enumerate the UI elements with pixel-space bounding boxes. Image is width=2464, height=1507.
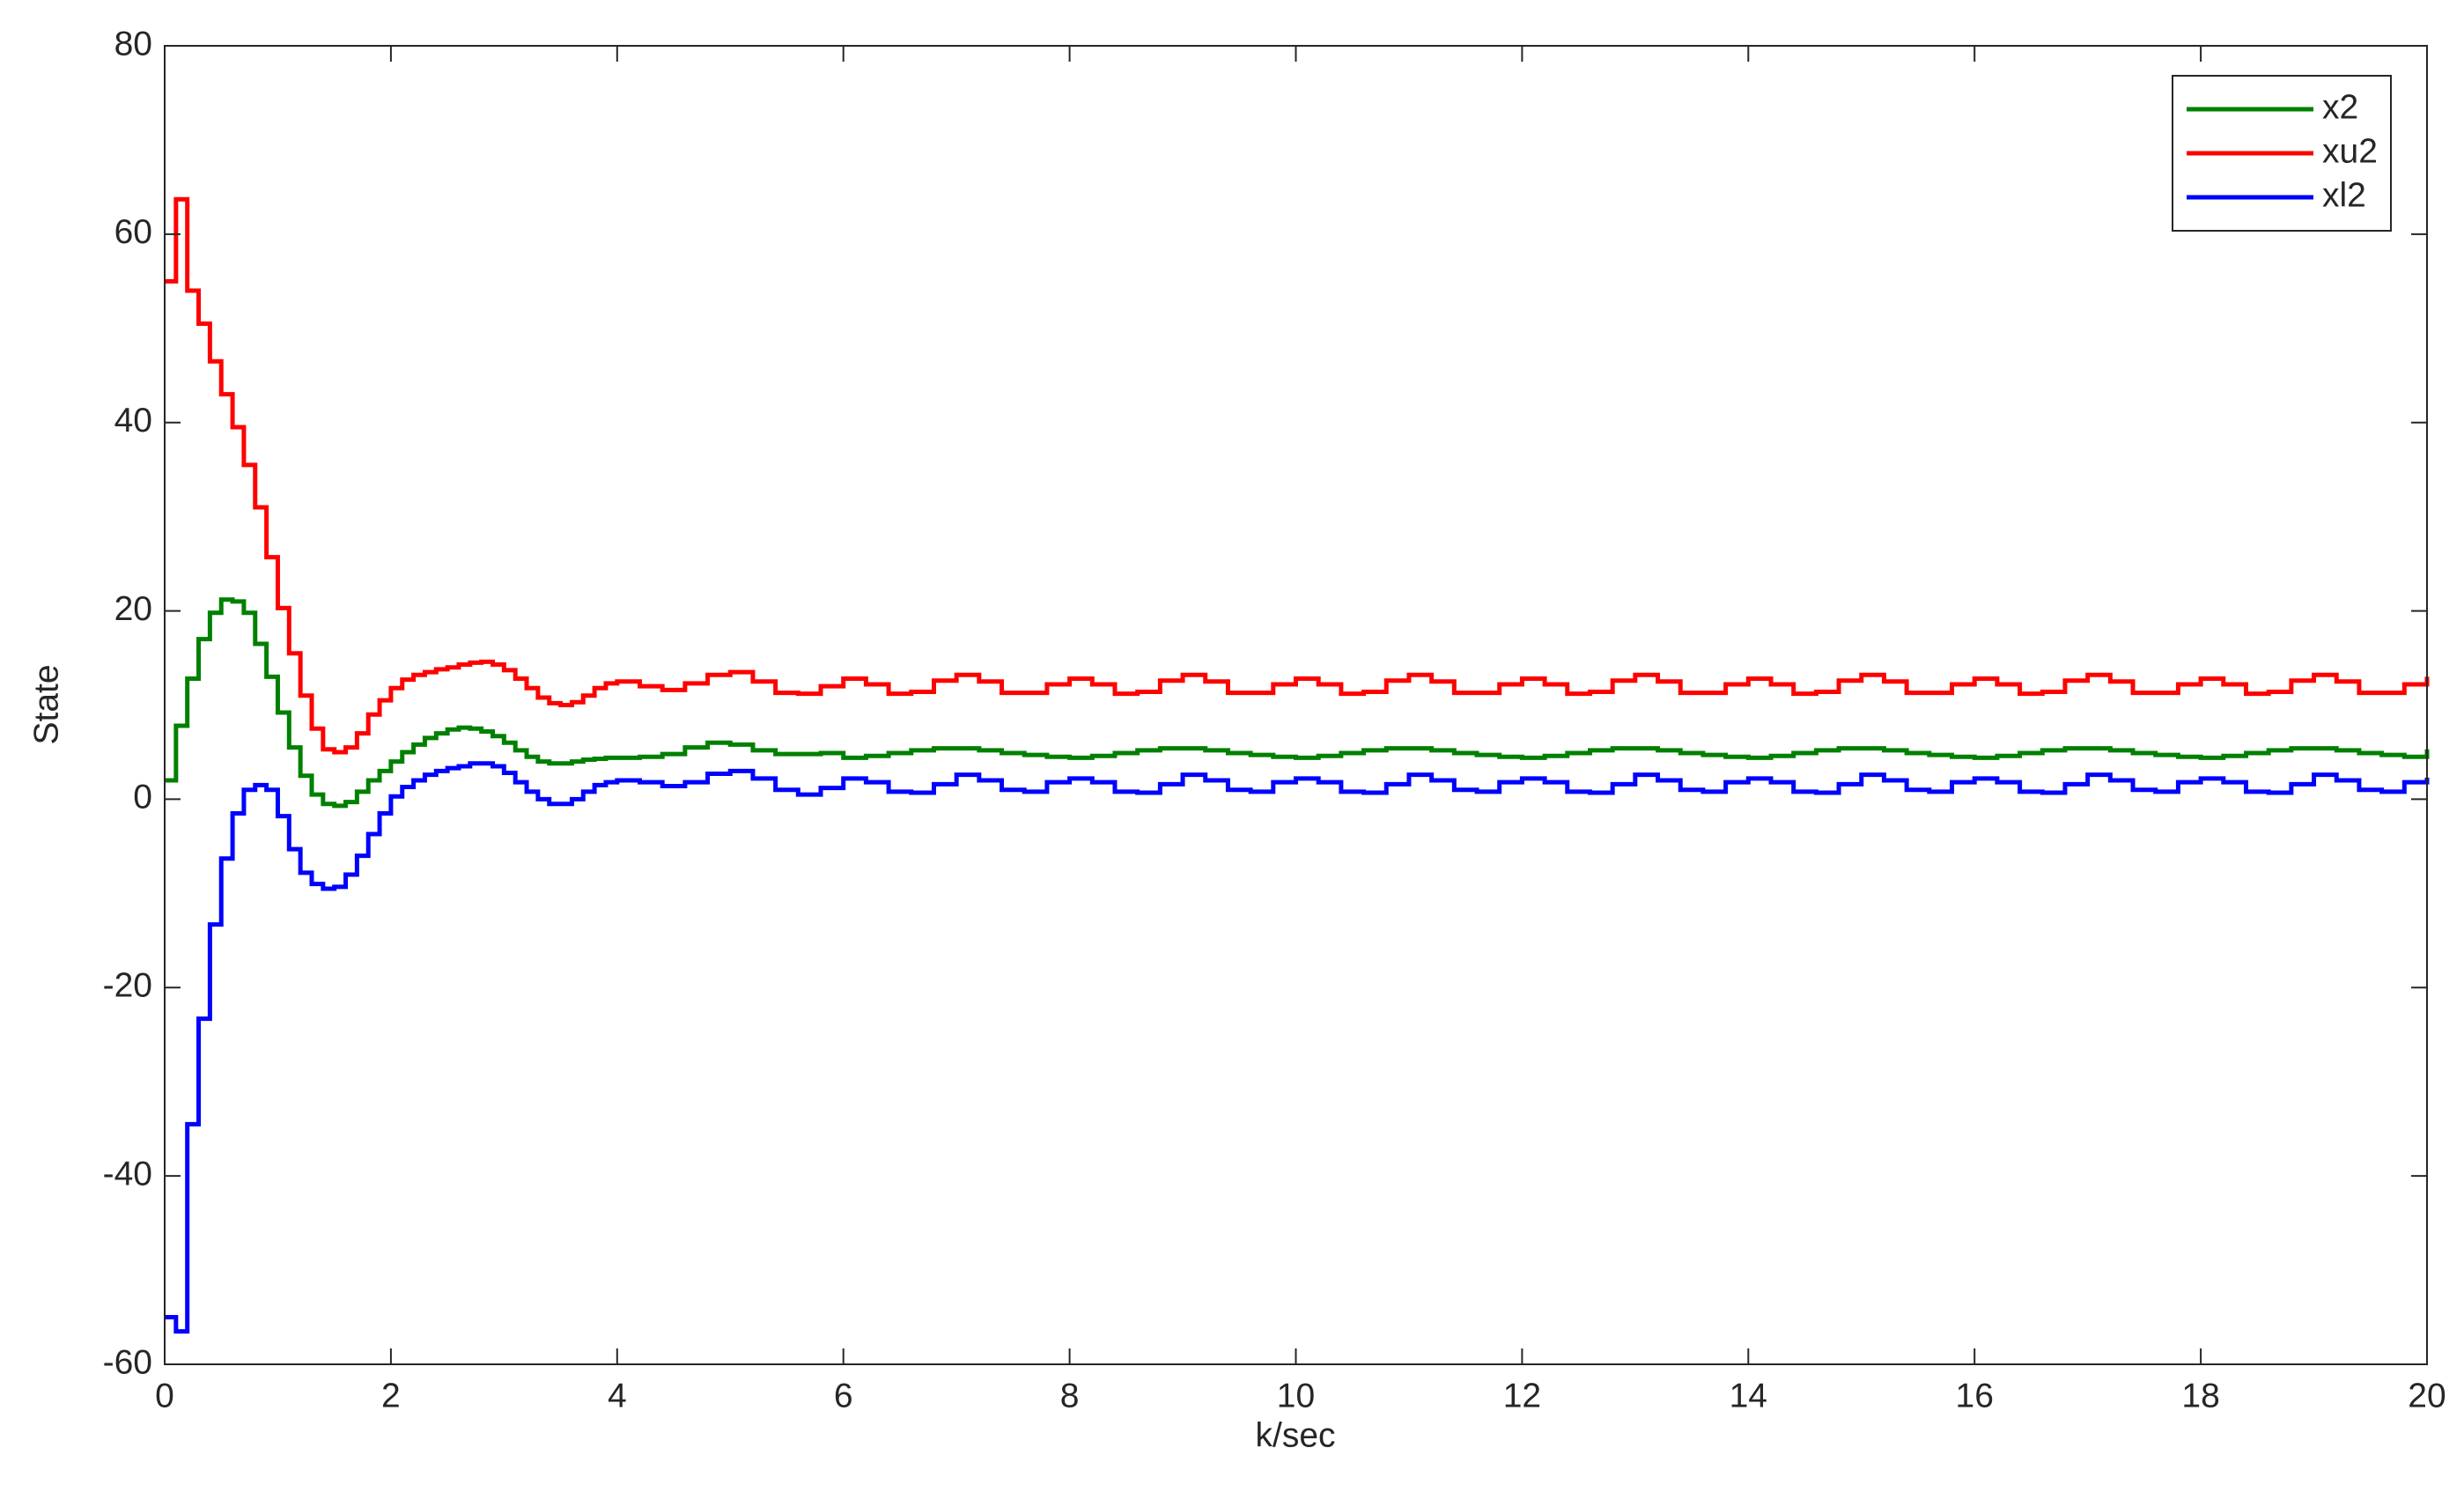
y-tick-label: 40 (114, 402, 152, 440)
x-tick-label: 0 (155, 1377, 174, 1415)
x-tick-label: 18 (2181, 1377, 2219, 1415)
series-line (165, 761, 2430, 1334)
series-line (165, 597, 2430, 809)
x-tick-label: 12 (1503, 1377, 1541, 1415)
legend-label: xu2 (2322, 132, 2378, 170)
y-tick-label: -40 (103, 1155, 152, 1193)
x-axis-label: k/sec (1255, 1416, 1335, 1454)
y-tick-label: -60 (103, 1343, 152, 1381)
x-tick-label: 6 (834, 1377, 853, 1415)
x-tick-label: 20 (2408, 1377, 2446, 1415)
y-tick-label: -20 (103, 967, 152, 1005)
x-tick-label: 8 (1060, 1377, 1080, 1415)
x-tick-label: 14 (1730, 1377, 1767, 1415)
x-tick-label: 16 (1956, 1377, 1994, 1415)
y-tick-label: 0 (133, 779, 152, 816)
legend-label: xl2 (2322, 176, 2366, 214)
x-tick-label: 2 (381, 1377, 401, 1415)
x-tick-label: 4 (608, 1377, 627, 1415)
plot-area (165, 196, 2430, 1334)
series-line (165, 196, 2430, 755)
y-tick-label: 80 (114, 25, 152, 63)
y-tick-label: 20 (114, 590, 152, 628)
y-tick-label: 60 (114, 213, 152, 251)
y-axis-label: State (27, 664, 65, 744)
legend-label: x2 (2322, 88, 2358, 126)
x-tick-label: 10 (1277, 1377, 1315, 1415)
legend: x2 xu2 xl2 (2172, 75, 2392, 232)
